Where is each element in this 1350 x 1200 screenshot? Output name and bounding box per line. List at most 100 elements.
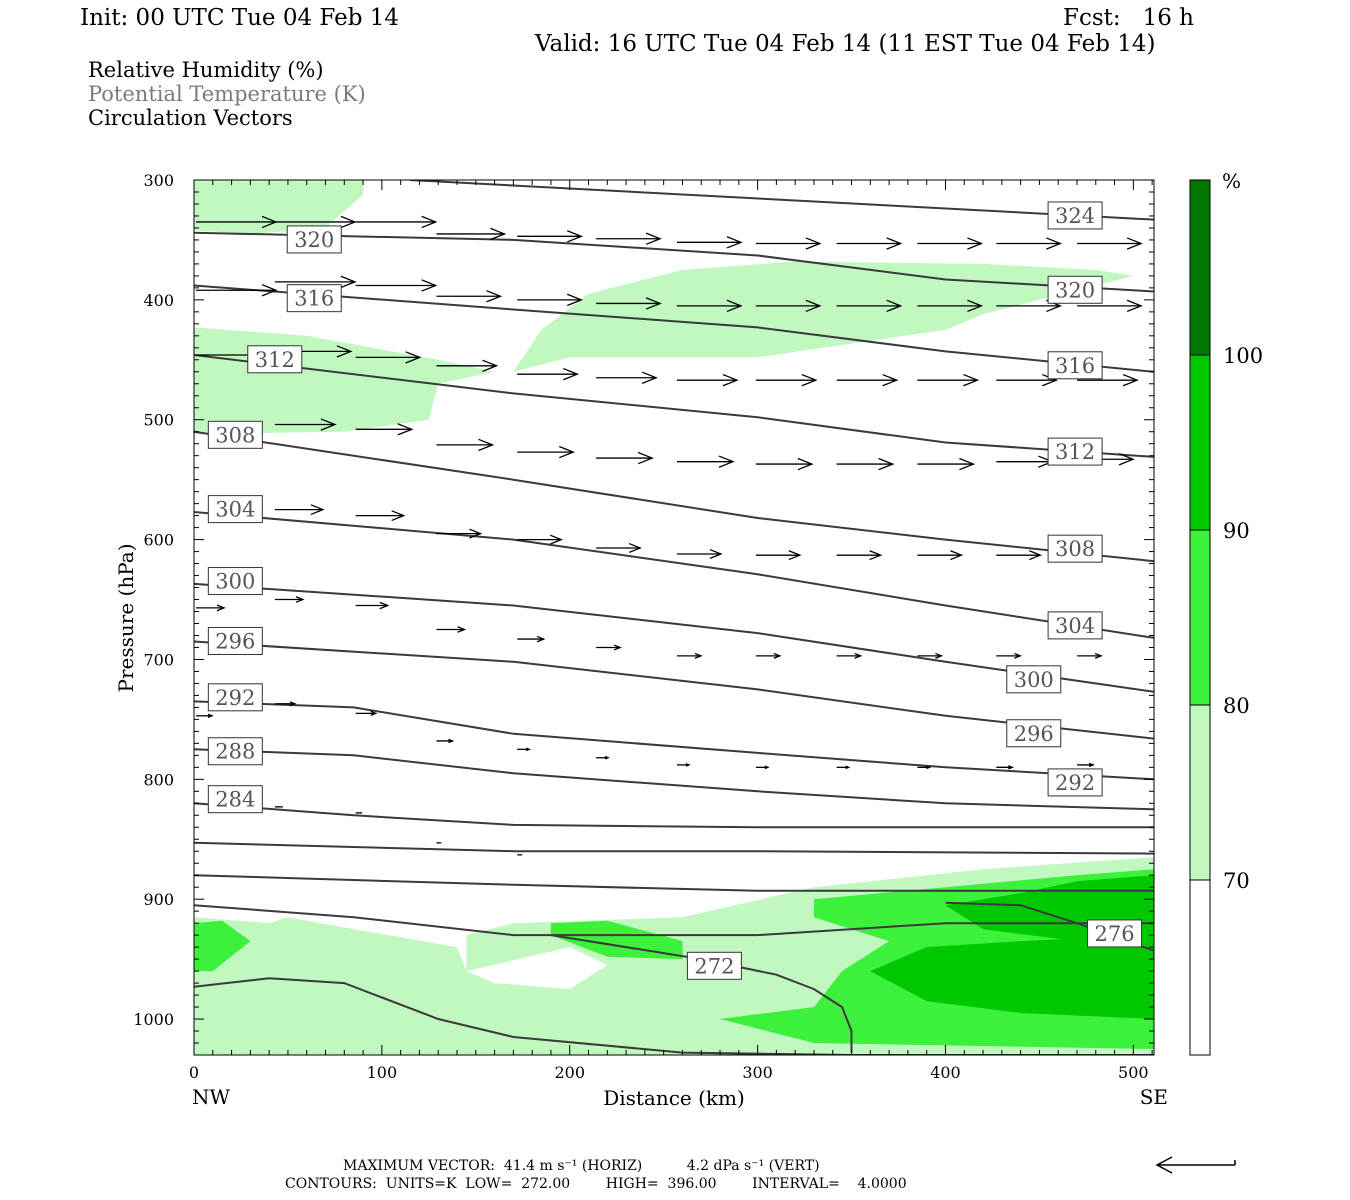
vector-arrow [996, 373, 1059, 387]
vector-arrow [917, 373, 980, 387]
x-tick-label: 100 [367, 1063, 398, 1082]
vector-arrow [836, 373, 899, 387]
forecast-hour: Fcst: 16 h [1063, 5, 1194, 31]
contour-label: 316 [1047, 351, 1103, 380]
vector-arrow [1077, 762, 1095, 768]
vector-arrow [917, 765, 932, 770]
colorbar-level-label: 80 [1223, 694, 1250, 718]
contour-label: 292 [207, 683, 263, 712]
contour-label-text: 292 [1055, 771, 1095, 795]
contour-label-text: 308 [215, 423, 255, 447]
contour-label-text: 320 [294, 228, 334, 252]
colorbar-segment [1190, 880, 1210, 1055]
x-tick-label: 0 [189, 1063, 199, 1082]
y-tick-label: 700 [143, 650, 174, 669]
x-axis-title: Distance (km) [603, 1086, 745, 1110]
vector-arrow [755, 652, 782, 659]
vector-arrow [596, 297, 662, 310]
y-axis-title: Pressure (hPa) [114, 544, 138, 693]
contour-label: 300 [1006, 665, 1062, 694]
contour-label-text: 312 [1055, 440, 1095, 464]
vector-arrow [755, 299, 822, 313]
vector-arrow [517, 747, 532, 752]
vector-arrow [755, 765, 770, 770]
vector-arrow [436, 438, 495, 452]
rh-region-70-1 [194, 327, 495, 435]
contour-label-text: 320 [1055, 278, 1095, 302]
contour-label: 288 [207, 737, 263, 766]
isentrope-284 [194, 802, 1154, 829]
vector-arrow [676, 455, 735, 468]
contour-label-text: 296 [1014, 722, 1054, 746]
colorbar-level-label: 70 [1223, 869, 1250, 893]
isentrope-line-11 [194, 841, 1154, 855]
vector-arrow [917, 550, 964, 561]
isentrope-line-12 [194, 874, 1154, 892]
y-tick-label: 800 [143, 770, 174, 789]
vector-arrow [517, 293, 584, 307]
vector-arrow [755, 550, 802, 561]
vector-arrow [436, 359, 499, 372]
rh-region-70-2 [513, 261, 1134, 372]
colorbar-level-label: 90 [1223, 519, 1250, 543]
contour-label-text: 316 [294, 287, 334, 311]
vector-arrow [436, 227, 507, 241]
contours-info-line: CONTOURS: UNITS=K LOW= 272.00 HIGH= 396.… [285, 1176, 907, 1192]
vector-arrow [274, 215, 357, 229]
vector-arrow [517, 445, 576, 459]
rh-region-80-5 [550, 920, 683, 960]
contour-label-text: 312 [255, 348, 295, 372]
vector-arrow [836, 765, 851, 770]
contour-label: 308 [207, 420, 263, 449]
legend-relative-humidity: Relative Humidity (%) [88, 58, 324, 82]
vector-arrow [836, 652, 863, 659]
valid-time: Valid: 16 UTC Tue 04 Feb 14 (11 EST Tue … [535, 31, 1156, 57]
vector-arrow [996, 455, 1055, 468]
x-end-label-nw: NW [192, 1085, 231, 1109]
vector-arrow [676, 763, 691, 767]
isentrope-line-13 [194, 904, 1154, 937]
vector-arrow [1077, 373, 1139, 387]
vector-arrow [917, 299, 984, 313]
colorbar-segment [1190, 355, 1210, 530]
contour-label: 304 [207, 495, 263, 524]
vector-arrow [836, 237, 903, 250]
vector-arrow [517, 230, 584, 243]
contour-label: 316 [286, 284, 342, 313]
contour-label-text: 308 [1055, 537, 1095, 561]
contour-label-text: 316 [1055, 354, 1095, 378]
vector-arrow [274, 504, 325, 516]
vector-arrow [996, 652, 1023, 659]
isentrope-292 [194, 700, 1154, 781]
circulation-vectors [196, 215, 1143, 856]
contour-labels: 324 320 316 312 308 304 300 296 292 288 284 320 316 3… [207, 201, 1143, 980]
contour-label: 320 [1047, 275, 1103, 304]
vector-arrow [596, 232, 662, 245]
contour-label: 312 [247, 345, 303, 374]
vector-arrow [355, 279, 438, 292]
vector-arrow [196, 713, 214, 718]
vector-arrow [436, 528, 483, 539]
vector-arrow [676, 236, 743, 249]
vector-arrow [755, 373, 818, 387]
vector-arrow [436, 626, 467, 633]
isentrope-304 [194, 511, 1154, 639]
vector-arrow [596, 755, 610, 760]
y-tick-label: 400 [143, 291, 174, 310]
isentrope-288 [194, 748, 1154, 811]
vector-arrow [355, 510, 406, 522]
vector-arrow [676, 373, 739, 387]
contour-label: 272 [686, 951, 742, 980]
colorbar-frame [1189, 179, 1211, 1056]
vector-arrow [836, 299, 903, 313]
isentrope-316 [194, 284, 1154, 373]
vector-arrow [1077, 652, 1103, 659]
vector-arrow [917, 457, 976, 471]
vector-arrow [755, 237, 822, 250]
contour-label-text: 284 [215, 788, 255, 812]
max-vector-line: MAXIMUM VECTOR: 41.4 m s⁻¹ (HORIZ) 4.2 d… [343, 1158, 820, 1174]
contour-label-text: 300 [1014, 668, 1054, 692]
vector-arrow [517, 534, 564, 545]
colorbar-unit: % [1222, 169, 1241, 193]
